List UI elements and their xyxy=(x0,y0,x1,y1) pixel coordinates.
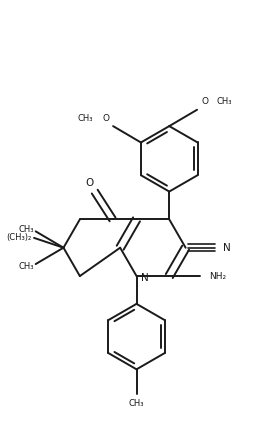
Text: CH₃: CH₃ xyxy=(129,399,144,408)
Text: O: O xyxy=(201,97,208,106)
Text: O: O xyxy=(102,114,109,123)
Text: N: N xyxy=(141,273,149,283)
Text: CH₃: CH₃ xyxy=(18,262,34,270)
Text: (CH₃)₂: (CH₃)₂ xyxy=(6,233,31,242)
Text: CH₃: CH₃ xyxy=(78,114,93,123)
Text: O: O xyxy=(86,178,94,188)
Text: NH₂: NH₂ xyxy=(209,271,227,280)
Text: CH₃: CH₃ xyxy=(18,225,34,234)
Text: N: N xyxy=(223,243,230,253)
Text: CH₃: CH₃ xyxy=(217,97,232,106)
